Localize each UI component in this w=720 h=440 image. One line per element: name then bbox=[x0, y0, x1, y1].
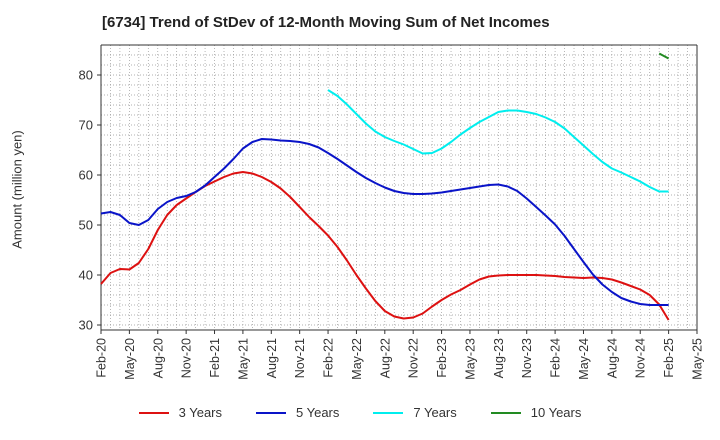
x-tick-label: Aug-20 bbox=[151, 338, 165, 378]
legend-item: 3 Years bbox=[138, 405, 222, 420]
legend-swatch bbox=[373, 411, 404, 414]
x-tick-label: Feb-21 bbox=[208, 338, 222, 378]
legend-item: 7 Years bbox=[373, 405, 457, 420]
x-tick-label: May-21 bbox=[236, 338, 250, 380]
x-tick-label: Aug-24 bbox=[605, 338, 619, 378]
legend-swatch bbox=[490, 411, 521, 414]
x-tick-label: Aug-21 bbox=[265, 338, 279, 378]
x-tick-label: May-22 bbox=[350, 338, 364, 380]
x-tick-label: Feb-22 bbox=[322, 338, 336, 378]
x-tick-label: Aug-23 bbox=[492, 338, 506, 378]
x-tick-label: Feb-24 bbox=[549, 338, 563, 378]
x-tick-label: May-20 bbox=[123, 338, 137, 380]
x-tick-label: May-25 bbox=[691, 338, 705, 380]
legend-label: 10 Years bbox=[530, 405, 582, 420]
x-tick-label: Nov-21 bbox=[293, 338, 307, 378]
legend-swatch bbox=[256, 411, 286, 414]
chart-title: [6734] Trend of StDev of 12-Month Moving… bbox=[102, 14, 550, 31]
x-tick-label: Feb-20 bbox=[95, 338, 109, 378]
y-tick-label: 50 bbox=[79, 218, 93, 233]
x-tick-label: Aug-22 bbox=[378, 338, 392, 378]
x-tick-label: May-23 bbox=[463, 338, 477, 380]
series-line-7-years bbox=[327, 89, 669, 193]
legend: 3 Years 5 Years 7 Years 10 Years bbox=[0, 405, 720, 420]
x-tick-label: Nov-23 bbox=[520, 338, 534, 378]
x-tick-label: Nov-20 bbox=[180, 338, 194, 378]
x-tick-label: May-24 bbox=[577, 338, 591, 380]
legend-label: 5 Years bbox=[296, 405, 340, 420]
legend-item: 10 Years bbox=[490, 405, 582, 420]
x-tick-label: Nov-22 bbox=[407, 338, 421, 378]
legend-swatch bbox=[138, 411, 169, 414]
y-tick-label: 30 bbox=[79, 318, 93, 333]
x-tick-label: Feb-25 bbox=[662, 338, 676, 378]
y-tick-label: 80 bbox=[79, 68, 93, 83]
legend-label: 3 Years bbox=[178, 405, 222, 420]
x-tick-label: Nov-24 bbox=[634, 338, 648, 378]
legend-item: 5 Years bbox=[256, 405, 339, 420]
x-tick-label: Feb-23 bbox=[435, 338, 449, 378]
y-tick-label: 40 bbox=[79, 268, 93, 283]
y-tick-label: 70 bbox=[79, 118, 93, 133]
series-line-5-years bbox=[100, 138, 669, 306]
y-tick-label: 60 bbox=[79, 168, 93, 183]
series-line-10-years bbox=[658, 52, 670, 60]
legend-label: 7 Years bbox=[413, 405, 457, 420]
